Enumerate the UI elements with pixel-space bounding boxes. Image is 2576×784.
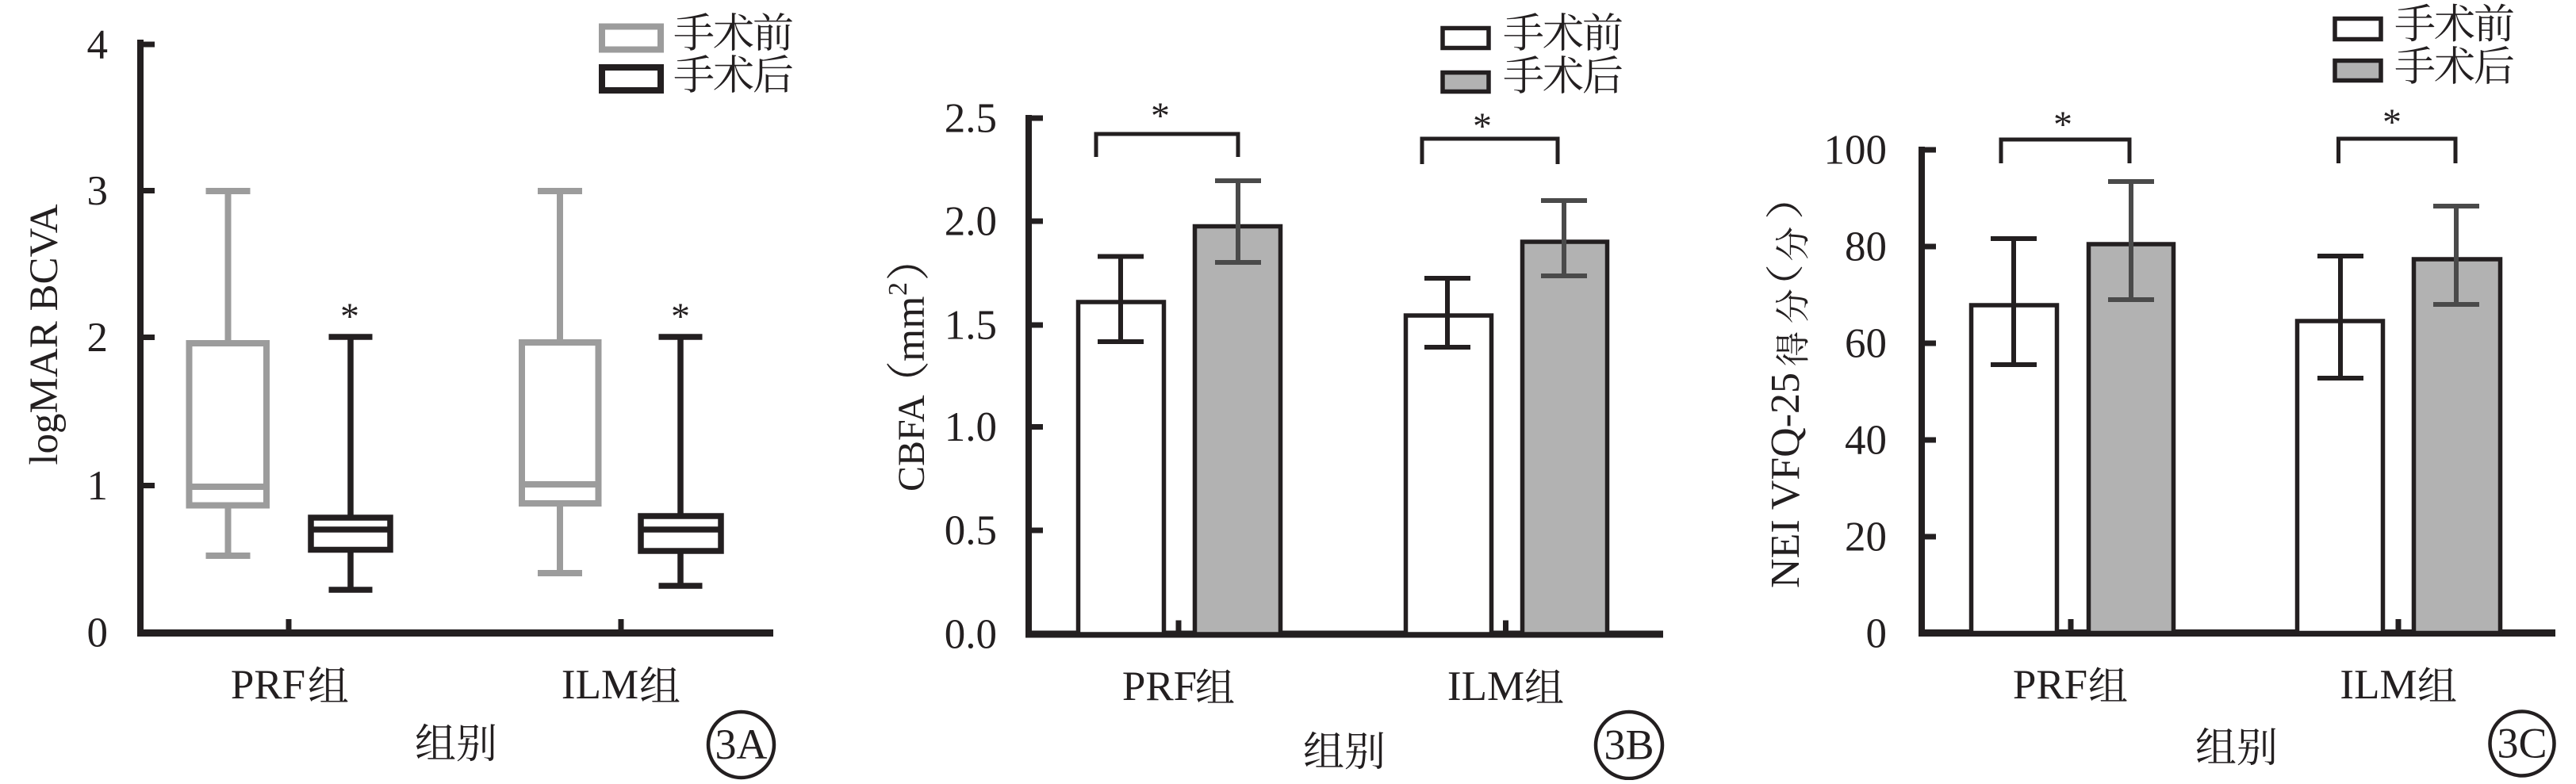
svg-text:mm: mm: [887, 296, 933, 361]
svg-text:ILM: ILM: [1447, 664, 1524, 709]
svg-text:3B: 3B: [1604, 721, 1654, 769]
svg-text:3C: 3C: [2497, 720, 2547, 767]
svg-text:1.5: 1.5: [945, 303, 997, 349]
svg-text:1: 1: [87, 463, 109, 509]
svg-text:80: 80: [1845, 224, 1887, 270]
svg-text:CBFA: CBFA: [891, 395, 933, 491]
svg-text:*: *: [1151, 95, 1170, 137]
svg-text:20: 20: [1845, 514, 1887, 560]
svg-text:3: 3: [87, 168, 109, 214]
svg-text:4: 4: [87, 22, 109, 68]
svg-text:*: *: [1473, 105, 1492, 147]
svg-text:*: *: [2382, 101, 2402, 143]
svg-text:2: 2: [87, 315, 109, 361]
svg-text:PRF: PRF: [231, 662, 305, 708]
svg-text:100: 100: [1824, 128, 1888, 174]
svg-text:PRF: PRF: [1122, 664, 1197, 709]
svg-text:ILM: ILM: [2340, 662, 2417, 708]
svg-text:1.0: 1.0: [945, 404, 997, 450]
svg-text:*: *: [340, 296, 359, 338]
svg-text:NEI VFQ-25: NEI VFQ-25: [1763, 373, 1808, 588]
svg-text:0.5: 0.5: [945, 508, 997, 554]
svg-text:0.0: 0.0: [945, 612, 997, 658]
svg-text:logMAR BCVA: logMAR BCVA: [22, 204, 67, 465]
svg-text:2.5: 2.5: [945, 96, 997, 142]
svg-text:2: 2: [884, 282, 913, 296]
svg-text:ILM: ILM: [562, 662, 638, 708]
svg-text:60: 60: [1845, 321, 1887, 367]
svg-text:2.0: 2.0: [945, 199, 997, 245]
svg-text:0: 0: [1866, 611, 1888, 657]
svg-text:PRF: PRF: [2013, 662, 2087, 708]
svg-text:40: 40: [1845, 418, 1887, 464]
svg-text:*: *: [671, 296, 690, 338]
svg-text:*: *: [2053, 104, 2072, 146]
svg-text:0: 0: [87, 610, 109, 656]
svg-text:3A: 3A: [715, 721, 768, 768]
